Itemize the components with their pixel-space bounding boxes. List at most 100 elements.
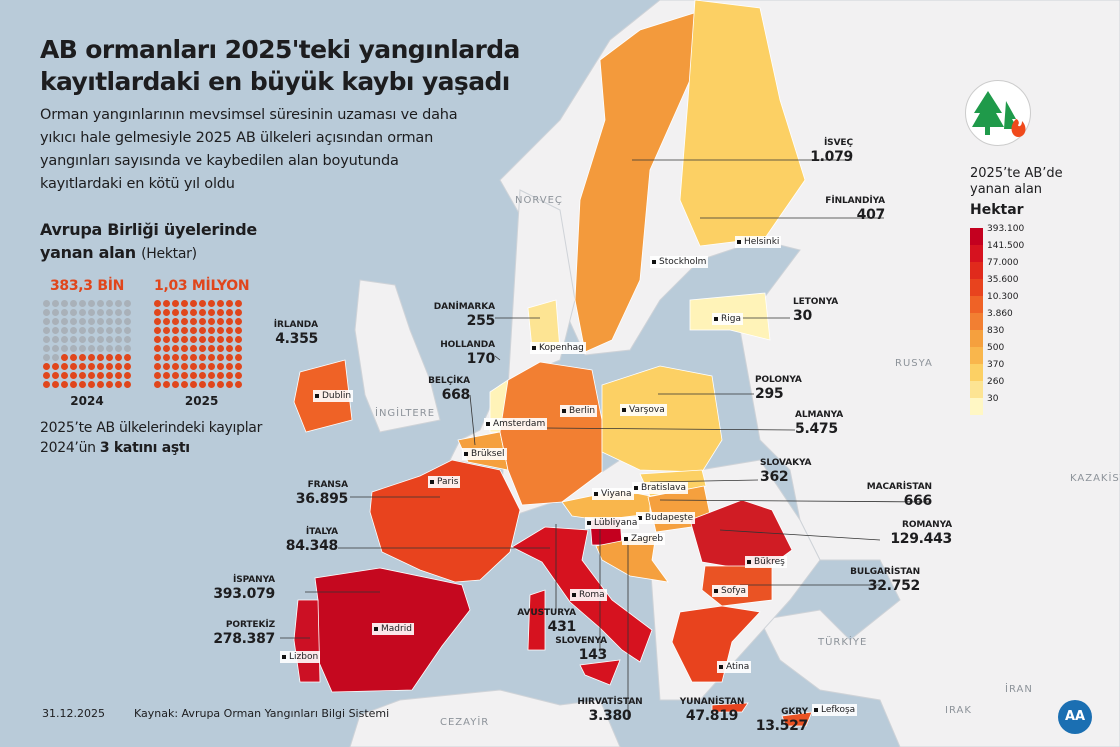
waffle-dot [97,345,104,352]
waffle-dot [43,336,50,343]
legend-label: 141.500 [987,241,1025,251]
country-name: FRANSA [307,480,349,490]
legend-swatch [970,279,983,296]
city-label: Berlin [560,405,598,417]
waffle-dot [115,300,122,307]
country-value: 668 [441,387,471,403]
capital-marker-icon [747,559,751,564]
country-name: SLOVENYA [555,636,607,646]
legend-step: 500 [970,343,1024,364]
country-value: 129.443 [890,531,952,547]
waffle-dot [115,381,122,388]
waffle-dot [124,327,131,334]
waffle-dot [70,345,77,352]
waffle-dot [154,309,161,316]
country-name: İRLANDA [273,320,318,330]
legend-title: 2025’te AB’de yanan alan Hektar [970,166,1063,218]
waffle-dot [217,372,224,379]
legend-label: 3.860 [987,309,1013,319]
legend-step: 260 [970,377,1024,398]
waffle-dot [43,318,50,325]
legend-step: 30 [970,394,1024,415]
waffle-dot [115,336,122,343]
capital-marker-icon [572,592,576,597]
waffle-dot [115,345,122,352]
waffle-dot [61,336,68,343]
city-label: Bratislava [632,482,688,494]
country-name: ROMANYA [902,520,952,530]
country-name: İSVEÇ [823,138,853,148]
waffle-dot [106,327,113,334]
region-label: NORVEÇ [515,195,563,206]
capital-marker-icon [430,479,434,484]
capital-marker-icon [634,485,638,490]
waffle-dot [61,381,68,388]
legend-label: 77.000 [987,258,1019,268]
country-name: GKRY [781,707,808,717]
country-value: 295 [755,386,784,402]
city-label: Viyana [592,488,634,500]
waffle-dot [235,372,242,379]
waffle-dot [217,381,224,388]
capital-marker-icon [814,707,818,712]
waffle-dot [208,300,215,307]
waffle-dot [43,381,50,388]
waffle-dot [106,372,113,379]
country-value: 13.527 [755,718,809,734]
waffle-dot [88,363,95,370]
capital-marker-icon [562,408,566,413]
waffle-dot [217,363,224,370]
capital-marker-icon [652,259,656,264]
waffle-dot [217,336,224,343]
country-name: HOLLANDA [440,340,495,350]
waffle-dot [61,318,68,325]
waffle-dot [217,345,224,352]
country-label: İTALYA 84.348 [286,527,339,554]
waffle-dot [190,336,197,343]
legend-step: 370 [970,360,1024,381]
waffle-dot [61,363,68,370]
waffle-dot [106,336,113,343]
waffle-dot [217,354,224,361]
legend-label: 370 [987,360,1005,370]
country-italy-islands [527,589,621,686]
waffle-dot [43,345,50,352]
waffle-dot [79,345,86,352]
country-label: ROMANYA 129.443 [890,520,952,547]
waffle-dot [88,381,95,388]
waffle-dot [199,345,206,352]
waffle-dot [217,327,224,334]
country-value: 278.387 [213,631,275,647]
country-value: 47.819 [685,708,739,724]
waffle-dot [97,363,104,370]
country-name: MACARİSTAN [866,482,932,492]
waffle-dot [124,372,131,379]
waffle-dot [154,354,161,361]
waffle-dot [226,345,233,352]
waffle-dot [163,372,170,379]
waffle-dot [61,300,68,307]
waffle-dot [61,354,68,361]
legend-step: 35.600 [970,275,1024,296]
waffle-dot [163,300,170,307]
waffle-dot [97,309,104,316]
waffle-dot [235,354,242,361]
waffle-dot [79,309,86,316]
legend-swatch [970,330,983,347]
waffle-dot [226,327,233,334]
source: Kaynak: Avrupa Orman Yangınları Bilgi Si… [134,707,390,720]
waffle-dot [226,372,233,379]
waffle-dot [190,345,197,352]
country-value: 32.752 [867,578,921,594]
summary-note: 2025’te AB ülkelerindeki kayıplar 2024’ün… [40,420,263,456]
country-value: 170 [466,351,496,367]
land-africa [349,689,621,747]
waffle-dot [79,363,86,370]
country-value: 36.895 [295,491,349,507]
waffle-dot [208,372,215,379]
summary-heading: Avrupa Birliği üyelerinde yanan alan (Hek… [40,220,257,262]
waffle-dot [124,354,131,361]
waffle-dot [52,309,59,316]
waffle-dot [154,318,161,325]
waffle-dot [70,372,77,379]
